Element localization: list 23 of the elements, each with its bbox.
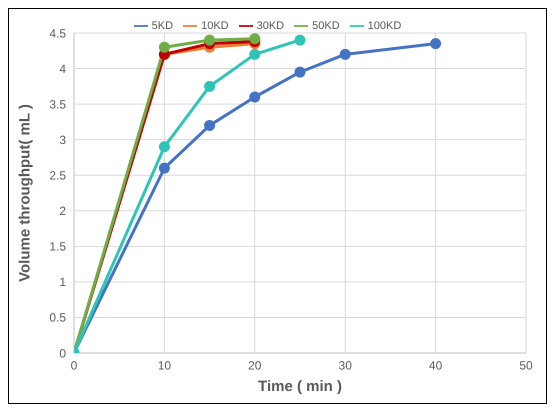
legend-label: 10KD (201, 20, 229, 32)
legend-label: 5KD (152, 20, 174, 32)
x-tick-label: 0 (70, 358, 78, 373)
y-axis-title: Volume throughput( mL ) (16, 104, 34, 282)
legend-label: 30KD (256, 20, 284, 32)
y-tick-label: 1.5 (49, 240, 66, 254)
legend-label: 50KD (312, 20, 340, 32)
y-tick-label: 1 (59, 275, 66, 290)
y-tick-label: 3.5 (49, 97, 66, 112)
y-tick-label: 3 (59, 132, 66, 147)
y-tick-label: 4 (59, 62, 66, 76)
y-tick-label: 2.5 (49, 168, 66, 182)
x-tick-label: 50 (519, 358, 533, 373)
y-tick-label: 0.5 (49, 310, 66, 325)
x-tick-label: 20 (248, 358, 262, 373)
x-tick-label: 40 (428, 358, 443, 373)
legend-label: 100KD (368, 20, 402, 32)
y-tick-label: 4.5 (49, 26, 66, 40)
x-tick-label: 10 (158, 358, 172, 373)
x-axis-title: Time ( min ) (258, 378, 342, 395)
y-tick-label: 2 (59, 204, 66, 218)
y-tick-label: 0 (59, 346, 66, 360)
x-tick-label: 30 (338, 358, 352, 373)
